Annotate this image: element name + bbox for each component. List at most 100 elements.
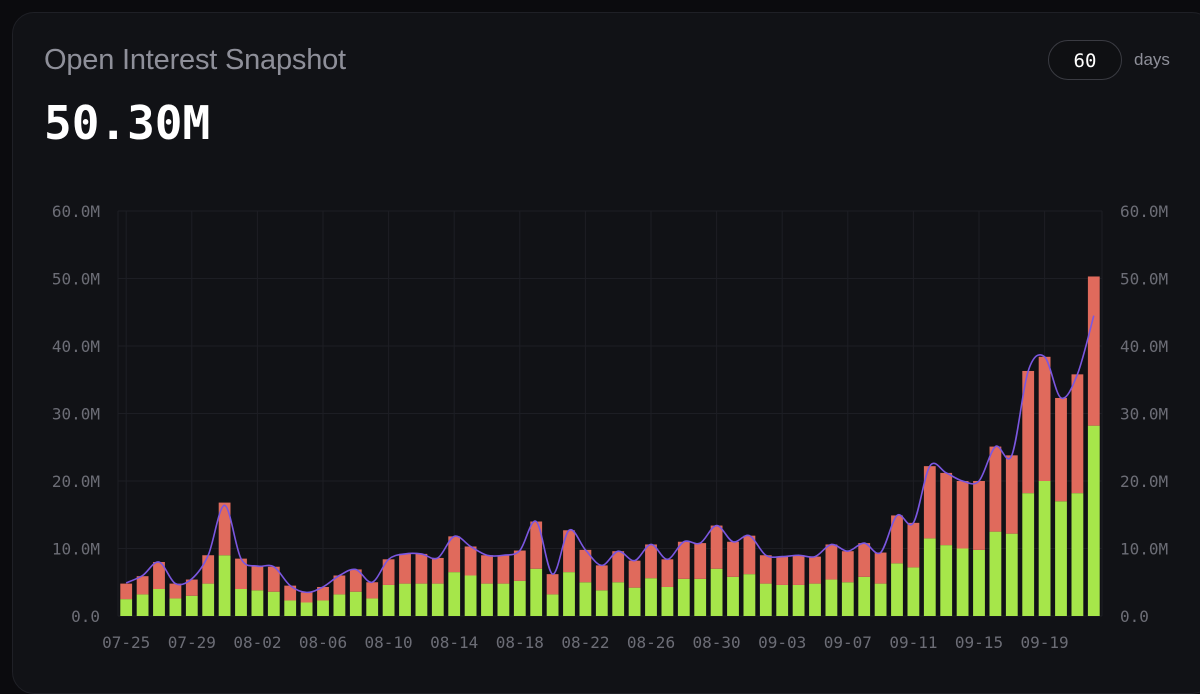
y-tick-left: 50.0M xyxy=(52,270,100,289)
bar-bottom xyxy=(563,572,575,616)
bar-bottom xyxy=(628,587,641,616)
bar-bottom xyxy=(612,582,625,616)
bar-top xyxy=(628,560,641,588)
bar-top xyxy=(989,446,1002,532)
bar-bottom xyxy=(202,583,215,616)
days-input[interactable]: 60 xyxy=(1048,40,1122,80)
bar-top xyxy=(612,551,625,583)
bar-bottom xyxy=(464,575,477,616)
bar-top xyxy=(481,555,493,584)
bar-top xyxy=(448,536,461,573)
bar-top xyxy=(973,481,985,550)
bar-bottom xyxy=(317,600,329,616)
bar-bottom xyxy=(858,576,871,616)
bar-top xyxy=(349,569,362,592)
bar-top xyxy=(858,543,871,577)
x-tick-label: 08-22 xyxy=(561,633,609,652)
bar-bottom xyxy=(1055,501,1067,616)
bar-top xyxy=(235,558,247,589)
bar-bottom xyxy=(153,589,165,616)
bar-top xyxy=(1087,276,1100,426)
bar-bottom xyxy=(284,600,297,616)
bar-bottom xyxy=(841,582,854,616)
bar-top xyxy=(874,552,887,584)
open-interest-value: 50.30M xyxy=(44,96,211,150)
x-tick-label: 07-29 xyxy=(168,633,216,652)
bar-bottom xyxy=(579,582,592,616)
bar-top xyxy=(1005,455,1018,534)
bar-top xyxy=(317,586,329,601)
x-tick-label: 08-30 xyxy=(693,633,741,652)
bar-top xyxy=(956,481,969,549)
y-tick-right: 20.0M xyxy=(1120,472,1168,491)
bar-bottom xyxy=(891,563,903,616)
x-tick-label: 07-25 xyxy=(102,633,150,652)
bar-top xyxy=(727,541,739,577)
bar-top xyxy=(1055,397,1067,502)
bar-top xyxy=(825,544,838,580)
bar-top xyxy=(759,555,772,584)
bar-top xyxy=(464,546,477,576)
x-tick-label: 08-06 xyxy=(299,633,347,652)
open-interest-chart: 0.0 0.0 10.0M 10.0M 20.0M 20.0M 30.0M 30.0M 40.0… xyxy=(52,202,1168,652)
bar-top xyxy=(645,544,657,579)
bar-bottom xyxy=(694,578,707,616)
y-tick-right: 50.0M xyxy=(1120,270,1168,289)
chart-title: Open Interest Snapshot xyxy=(44,44,346,76)
bar-bottom xyxy=(431,583,444,616)
bar-top xyxy=(251,566,264,591)
bar-top xyxy=(431,557,444,584)
bar-top xyxy=(399,553,411,584)
days-label: days xyxy=(1134,50,1170,69)
bar-bottom xyxy=(956,548,969,616)
bar-bottom xyxy=(907,567,920,616)
bar-top xyxy=(333,575,346,595)
bar-top xyxy=(284,585,297,601)
bar-top xyxy=(809,556,821,584)
y-tick-left: 30.0M xyxy=(52,405,100,424)
bar-bottom xyxy=(185,595,198,616)
bar-top xyxy=(366,582,379,599)
bar-bottom xyxy=(989,531,1002,616)
x-tick-label: 08-18 xyxy=(496,633,544,652)
bar-top xyxy=(891,515,903,564)
bar-bottom xyxy=(399,583,411,616)
bar-bottom xyxy=(136,594,149,616)
bar-top xyxy=(120,583,133,600)
y-tick-left: 0.0 xyxy=(71,607,100,626)
y-tick-left: 40.0M xyxy=(52,337,100,356)
bar-bottom xyxy=(1038,481,1051,616)
bar-bottom xyxy=(710,568,723,616)
bar-bottom xyxy=(382,584,395,616)
bar-bottom xyxy=(809,583,821,616)
bar-top xyxy=(563,530,575,573)
bar-top xyxy=(530,521,543,569)
bar-top xyxy=(661,559,674,587)
bar-top xyxy=(1038,356,1051,481)
y-tick-left: 20.0M xyxy=(52,472,100,491)
bar-top xyxy=(546,574,559,595)
bar-bottom xyxy=(874,583,887,616)
bar-bottom xyxy=(120,599,133,616)
bar-top xyxy=(923,466,936,539)
y-tick-right: 30.0M xyxy=(1120,405,1168,424)
x-tick-label: 09-19 xyxy=(1021,633,1069,652)
y-tick-right: 60.0M xyxy=(1120,202,1168,221)
bar-top xyxy=(694,543,707,579)
bar-bottom xyxy=(759,583,772,616)
x-tick-label: 09-03 xyxy=(758,633,806,652)
bar-bottom xyxy=(513,580,526,616)
bar-bottom xyxy=(448,572,461,616)
series-line xyxy=(125,315,1095,594)
bar-top xyxy=(267,566,280,592)
x-tick-label: 08-10 xyxy=(365,633,413,652)
bar-bottom xyxy=(497,583,510,616)
bar-bottom xyxy=(349,591,362,616)
bar-bottom xyxy=(481,583,493,616)
x-tick-label: 09-15 xyxy=(955,633,1003,652)
bar-bottom xyxy=(743,574,756,616)
bar-bottom xyxy=(235,589,247,616)
bar-bottom xyxy=(677,578,690,616)
bar-bottom xyxy=(267,591,280,616)
bar-top xyxy=(907,522,920,568)
